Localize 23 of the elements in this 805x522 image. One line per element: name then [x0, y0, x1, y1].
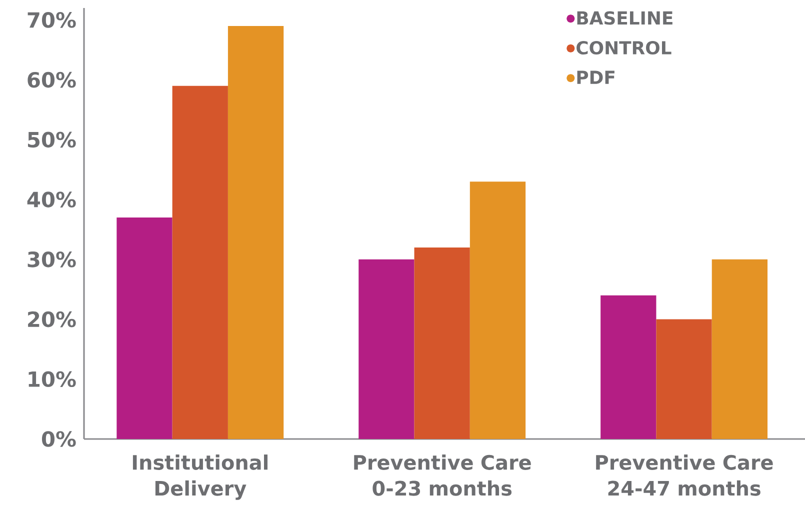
- bar: [172, 86, 228, 439]
- legend-label: CONTROL: [576, 40, 672, 55]
- x-tick-label: Preventive Care 24-47 months: [596, 454, 773, 496]
- bar: [414, 247, 470, 439]
- x-tick-label: Preventive Care 0-23 months: [354, 454, 531, 496]
- bar: [656, 319, 712, 439]
- y-tick-label: 20%: [28, 311, 76, 328]
- bar: [470, 182, 526, 439]
- y-tick-label: 40%: [27, 192, 76, 208]
- y-tick-label: 70%: [28, 12, 76, 28]
- legend-label: PDF: [577, 70, 614, 84]
- y-tick-label: 10%: [28, 371, 76, 388]
- x-tick-label: Institutional Delivery: [132, 454, 268, 500]
- y-tick-label: 0%: [42, 431, 76, 447]
- legend-label: BASELINE: [577, 11, 672, 25]
- y-tick-label: 60%: [28, 72, 76, 88]
- bar: [358, 259, 414, 439]
- bar: [228, 26, 284, 439]
- y-tick-label: 50%: [28, 132, 76, 148]
- y-tick-label: 30%: [28, 252, 76, 268]
- bar: [600, 295, 656, 439]
- bar: [116, 218, 172, 439]
- bar: [712, 259, 768, 439]
